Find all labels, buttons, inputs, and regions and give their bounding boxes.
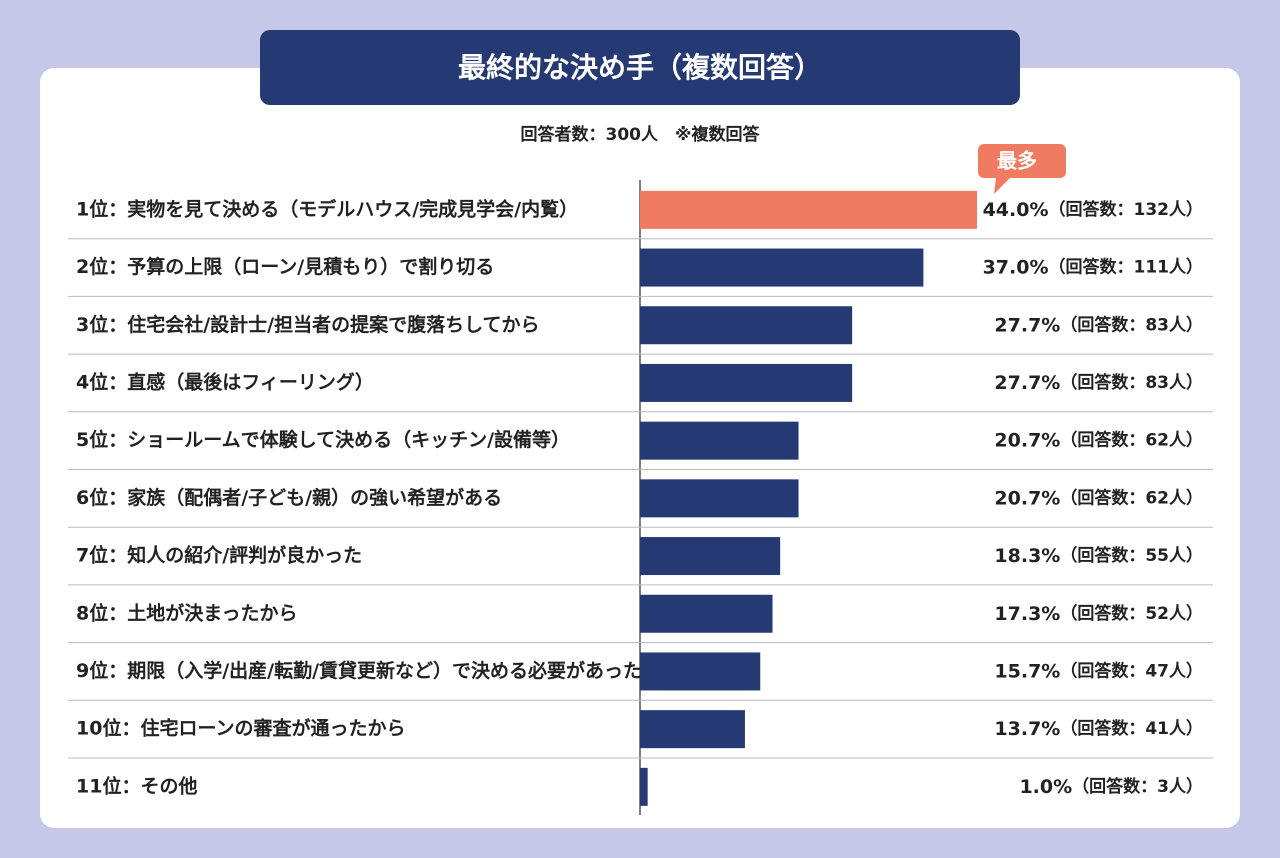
category-label: 9位：期限（入学/出産/転勤/賃貸更新など）で決める必要があった xyxy=(76,659,642,682)
bar xyxy=(640,248,924,287)
category-label: 6位：家族（配偶者/子ども/親）の強い希望がある xyxy=(76,486,502,509)
value-label: 13.7%（回答数：41人） xyxy=(994,718,1203,740)
value-label: 44.0%（回答数：132人） xyxy=(983,198,1203,220)
bar xyxy=(640,710,745,749)
category-label: 2位：予算の上限（ローン/見積もり）で割り切る xyxy=(76,255,494,278)
annotation: 最多 xyxy=(997,149,1037,173)
count-text: （回答数：83人） xyxy=(1060,372,1203,393)
value-label: 1.0%（回答数：3人） xyxy=(1019,775,1203,797)
value-text: 13.7% xyxy=(994,718,1060,740)
category-label: 11位：その他 xyxy=(76,774,197,797)
title-box xyxy=(260,30,1020,105)
chart-title: 最終的な決め手（複数回答） xyxy=(458,51,822,84)
count-text: （回答数：111人） xyxy=(1049,257,1204,278)
chart-subtitle: 回答者数：300人 ※複数回答 xyxy=(520,124,760,145)
value-text: 1.0% xyxy=(1019,775,1072,797)
count-text: （回答数：47人） xyxy=(1060,660,1203,681)
count-text: （回答数：41人） xyxy=(1060,718,1203,739)
value-label: 20.7%（回答数：62人） xyxy=(994,487,1203,509)
category-label: 4位：直感（最後はフィーリング） xyxy=(76,370,374,393)
value-text: 27.7% xyxy=(994,314,1060,336)
count-text: （回答数：62人） xyxy=(1060,430,1203,451)
value-text: 15.7% xyxy=(994,660,1060,682)
count-text: （回答数：3人） xyxy=(1072,776,1203,797)
count-text: （回答数：55人） xyxy=(1060,545,1203,566)
value-label: 20.7%（回答数：62人） xyxy=(994,429,1203,451)
category-label: 8位：土地が決まったから xyxy=(76,601,297,624)
category-label: 7位：知人の紹介/評判が良かった xyxy=(76,544,362,567)
bar xyxy=(640,594,773,633)
count-text: （回答数：132人） xyxy=(1049,199,1204,220)
value-label: 37.0%（回答数：111人） xyxy=(983,256,1203,278)
bar xyxy=(640,767,648,806)
category-label: 10位：住宅ローンの審査が通ったから xyxy=(76,717,406,740)
bar xyxy=(640,306,853,345)
bar xyxy=(640,190,977,229)
value-label: 27.7%（回答数：83人） xyxy=(994,314,1203,336)
value-text: 20.7% xyxy=(994,487,1060,509)
value-label: 17.3%（回答数：52人） xyxy=(994,602,1203,624)
category-label: 3位：住宅会社/設計士/担当者の提案で腹落ちしてから xyxy=(76,313,540,336)
bar xyxy=(640,479,799,518)
value-text: 17.3% xyxy=(994,602,1060,624)
value-text: 27.7% xyxy=(994,371,1060,393)
bar xyxy=(640,652,761,691)
bar xyxy=(640,537,781,576)
value-text: 44.0% xyxy=(983,198,1049,220)
bar xyxy=(640,363,853,402)
value-text: 18.3% xyxy=(994,545,1060,567)
count-text: （回答数：52人） xyxy=(1060,603,1203,624)
value-text: 37.0% xyxy=(983,256,1049,278)
count-text: （回答数：62人） xyxy=(1060,487,1203,508)
category-label: 5位：ショールームで体験して決める（キッチン/設備等） xyxy=(76,428,570,451)
category-label: 1位：実物を見て決める（モデルハウス/完成見学会/内覧） xyxy=(76,197,578,220)
value-text: 20.7% xyxy=(994,429,1060,451)
bar xyxy=(640,421,799,460)
value-label: 27.7%（回答数：83人） xyxy=(994,371,1203,393)
value-label: 18.3%（回答数：55人） xyxy=(994,545,1203,567)
count-text: （回答数：83人） xyxy=(1060,314,1203,335)
badge xyxy=(978,144,1066,194)
value-label: 15.7%（回答数：47人） xyxy=(994,660,1203,682)
